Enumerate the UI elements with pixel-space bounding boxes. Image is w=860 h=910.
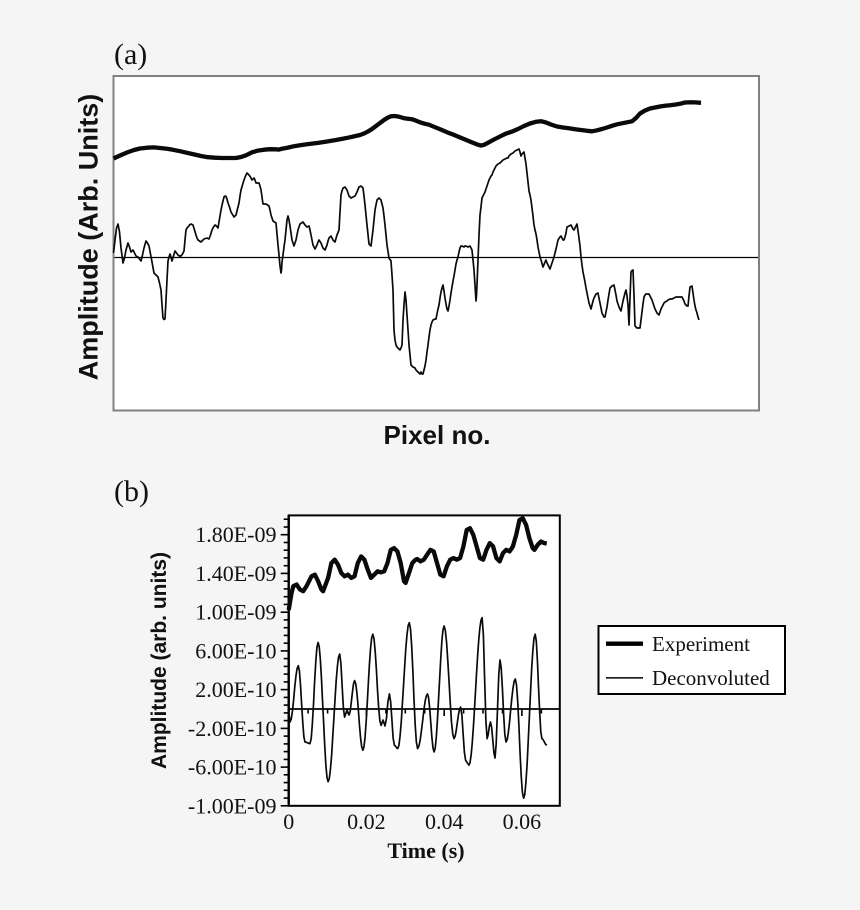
svg-text:2.00E-10: 2.00E-10 — [195, 677, 276, 702]
svg-text:0: 0 — [283, 809, 294, 834]
svg-text:1.00E-09: 1.00E-09 — [195, 600, 276, 625]
svg-text:Experiment: Experiment — [652, 632, 750, 656]
svg-text:6.00E-10: 6.00E-10 — [195, 638, 276, 663]
svg-text:Deconvoluted: Deconvoluted — [652, 666, 770, 690]
svg-text:0.06: 0.06 — [503, 809, 542, 834]
svg-text:Pixel no.: Pixel no. — [384, 420, 491, 450]
svg-text:Time (s): Time (s) — [387, 838, 464, 863]
svg-text:-1.00E-09: -1.00E-09 — [188, 793, 277, 818]
svg-text:-2.00E-10: -2.00E-10 — [188, 716, 277, 741]
svg-text:Amplitude (Arb. Units): Amplitude (Arb. Units) — [74, 94, 104, 380]
svg-text:(b): (b) — [114, 475, 149, 508]
svg-text:-6.00E-10: -6.00E-10 — [188, 755, 277, 780]
svg-text:(a): (a) — [114, 38, 147, 71]
svg-text:Amplitude (arb. units): Amplitude (arb. units) — [148, 552, 171, 769]
svg-text:0.04: 0.04 — [425, 809, 464, 834]
svg-text:1.40E-09: 1.40E-09 — [195, 561, 276, 586]
svg-text:1.80E-09: 1.80E-09 — [195, 522, 276, 547]
svg-text:0.02: 0.02 — [347, 809, 386, 834]
